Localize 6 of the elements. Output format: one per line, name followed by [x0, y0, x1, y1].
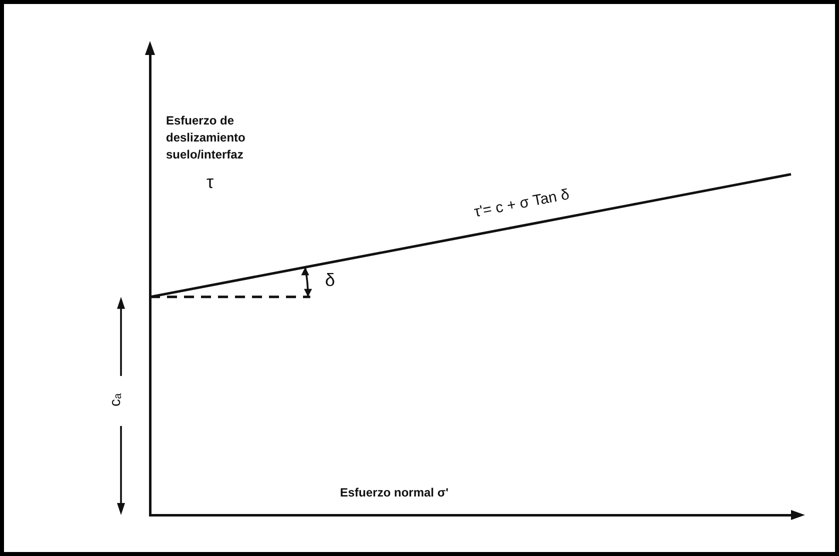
text: cₐ [107, 393, 124, 407]
y-axis-title: Esfuerzo de deslizamiento suelo/interfaz [166, 113, 246, 162]
x-axis-title: Esfuerzo normal σ' [340, 485, 449, 500]
annotation: δ [324, 270, 336, 290]
annotation: τ [206, 172, 214, 192]
annotation: τ'= c + σ Tan δ [472, 186, 571, 221]
